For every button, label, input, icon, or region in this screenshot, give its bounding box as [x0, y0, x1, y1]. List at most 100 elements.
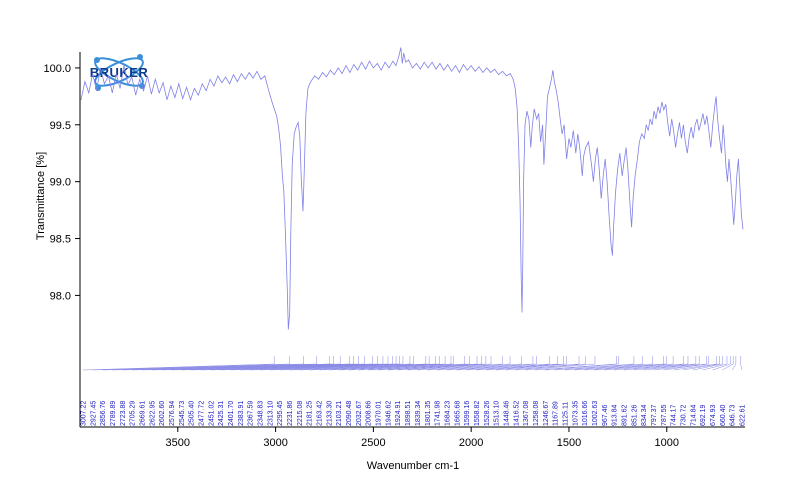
- peak-label: 2313.10: [267, 401, 274, 426]
- peak-label: 2348.83: [258, 401, 265, 426]
- peak-leader-line: [112, 363, 317, 371]
- peak-label: 2215.08: [297, 401, 304, 426]
- peak-leader-line: [535, 363, 617, 371]
- peak-leader-line: [181, 363, 365, 371]
- peak-label: 1073.35: [572, 401, 579, 426]
- peak-label: 2425.31: [218, 401, 225, 426]
- peak-label: 2789.89: [110, 401, 117, 426]
- peak-leader-line: [299, 363, 430, 371]
- peak-label: 2367.59: [248, 401, 255, 426]
- peak-leader-line: [584, 363, 664, 371]
- peak-leader-line: [643, 363, 700, 371]
- peak-leader-line: [505, 363, 580, 371]
- peak-leader-line: [466, 363, 550, 371]
- peak-leader-line: [545, 363, 619, 371]
- peak-leader-line: [663, 363, 709, 371]
- peak-label: 1246.67: [543, 401, 550, 426]
- peak-label: 2103.21: [336, 401, 343, 426]
- logo-electron-1: [94, 57, 100, 63]
- peak-leader-line: [712, 363, 731, 371]
- peak-label: 2602.60: [159, 401, 166, 426]
- y-tick-label: 99.0: [50, 177, 71, 189]
- x-tick-label: 1000: [655, 437, 679, 449]
- peak-leader-line: [673, 363, 717, 371]
- peak-leader-line: [564, 363, 643, 371]
- peak-leader-line: [437, 363, 522, 371]
- logo-text: BRUKER: [90, 65, 149, 80]
- peak-label: 1898.51: [405, 401, 412, 426]
- peak-label: 1002.63: [592, 401, 599, 426]
- bruker-logo: BRUKER: [90, 54, 149, 91]
- peak-leader-line: [456, 363, 537, 371]
- peak-label: 1970.01: [376, 401, 383, 426]
- peak-label: 1016.66: [582, 401, 589, 426]
- peak-label: 2295.45: [277, 401, 284, 426]
- logo-orbit-2: [94, 57, 144, 87]
- peak-label: 2576.94: [169, 401, 176, 426]
- peak-label: 1558.82: [474, 401, 481, 426]
- peak-leader-line: [348, 363, 454, 371]
- peak-leader-line: [525, 363, 595, 371]
- peak-label: 2401.70: [228, 401, 235, 426]
- x-tick-label: 2000: [459, 437, 483, 449]
- peak-leader-line: [82, 363, 275, 371]
- y-tick-label: 99.5: [50, 120, 71, 132]
- peak-label: 851.26: [631, 404, 638, 426]
- peak-label: 1367.08: [523, 401, 530, 426]
- peak-label: 1513.10: [494, 401, 501, 426]
- peak-label: 967.46: [602, 404, 609, 426]
- x-tick-label: 3500: [166, 437, 190, 449]
- peak-label: 1416.52: [513, 401, 520, 426]
- peak-label: 2163.42: [317, 401, 324, 426]
- peak-label: 622.61: [740, 404, 747, 426]
- peak-leader-line: [427, 363, 511, 371]
- peak-label: 744.17: [671, 404, 678, 426]
- peak-label: 1528.26: [484, 401, 491, 426]
- peak-label: 2723.88: [120, 401, 127, 426]
- peak-leader-line: [604, 363, 674, 371]
- peak-label: 2032.67: [356, 401, 363, 426]
- x-tick-label: 3000: [263, 437, 287, 449]
- peak-label: 1924.91: [395, 401, 402, 426]
- peak-leader-line: [614, 363, 684, 371]
- peak-label: 1946.62: [385, 401, 392, 426]
- peak-label: 2451.02: [208, 401, 215, 426]
- logo-electron-3: [137, 54, 143, 60]
- y-tick-label: 98.5: [50, 234, 71, 246]
- peak-leader-line: [702, 363, 728, 371]
- peak-label: 1167.89: [553, 401, 560, 426]
- peak-label: 1258.08: [533, 401, 540, 426]
- peak-label: 1665.68: [454, 401, 461, 426]
- x-tick-label: 1500: [557, 437, 581, 449]
- peak-label: 714.84: [690, 404, 697, 426]
- peak-leader-line: [279, 363, 414, 371]
- peak-label: 3007.22: [81, 401, 88, 426]
- peak-label: 891.62: [622, 404, 629, 426]
- peak-label: 660.40: [720, 404, 727, 426]
- peak-label: 2705.29: [130, 401, 137, 426]
- peak-label: 1801.35: [425, 401, 432, 426]
- peak-leader-line: [653, 363, 707, 371]
- peak-labels: 3007.22 2927.45 2856.76 2789.89 2723.88 2705.…: [81, 356, 747, 426]
- peak-leader-line: [260, 363, 403, 371]
- peak-label: 2927.45: [90, 401, 97, 426]
- peak-label: 1599.16: [464, 401, 471, 426]
- peak-label: 2545.73: [179, 401, 186, 426]
- peak-leader-line: [387, 363, 482, 371]
- peak-label: 913.84: [612, 404, 619, 426]
- y-axis-title: Transmittance [%]: [35, 152, 47, 240]
- peak-leader-line: [142, 363, 341, 371]
- peak-label: 1448.46: [503, 401, 510, 426]
- peak-leader-line: [319, 363, 440, 371]
- peak-label: 2622.95: [149, 401, 156, 426]
- peak-label: 797.37: [651, 404, 658, 426]
- peak-label: 787.55: [661, 404, 668, 426]
- peak-leader-line: [574, 363, 653, 371]
- axes: 98.0 98.5 99.0 99.5 100.0 3500 3000 2500 2000 150…: [43, 52, 745, 449]
- peak-leader-line: [92, 363, 290, 371]
- peak-leader-line: [446, 363, 533, 371]
- peak-leader-line: [692, 363, 723, 371]
- peak-leader-line: [515, 363, 586, 371]
